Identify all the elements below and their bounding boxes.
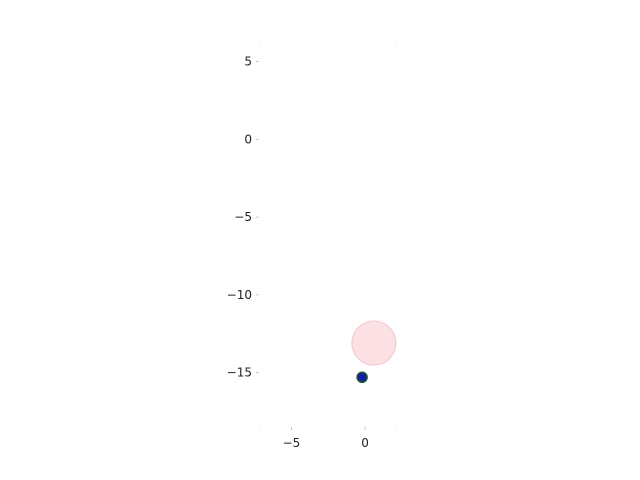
axes-corner	[258, 42, 260, 44]
axes-corner	[258, 426, 260, 428]
axes-corner	[395, 426, 397, 428]
y-tick-label: −5	[234, 210, 252, 224]
y-tick-label: −15	[227, 366, 252, 380]
axes-corner	[395, 42, 397, 44]
marks-layer	[351, 320, 397, 384]
ticks-layer: 5 0 −5 −10 −15 −5 0	[227, 42, 397, 450]
large-circle-point	[351, 320, 397, 366]
x-tick-label: 0	[361, 436, 369, 450]
y-tick-label: 0	[244, 132, 252, 146]
x-tick-label: −5	[283, 436, 301, 450]
dot-point	[356, 371, 368, 384]
y-tick-label: 5	[244, 55, 252, 69]
y-tick-label: −10	[227, 288, 252, 302]
